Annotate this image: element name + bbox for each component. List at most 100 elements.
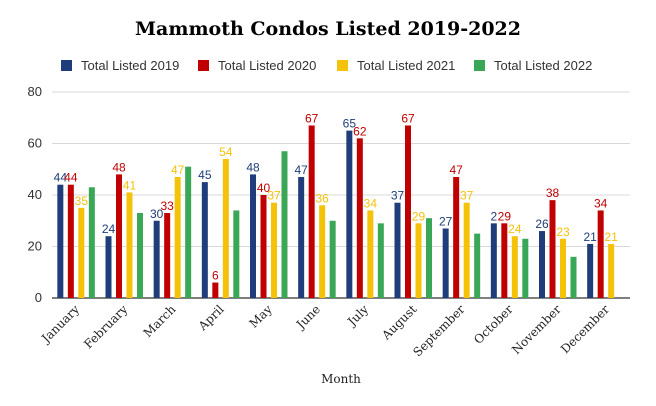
x-tick-label: August: [379, 302, 420, 343]
data-label: 48: [246, 160, 260, 174]
data-label: 21: [583, 230, 597, 244]
x-tick-label: February: [81, 302, 130, 351]
data-label: 62: [353, 124, 367, 138]
x-tick-label: June: [292, 302, 323, 333]
bar-total-listed-2019: [201, 182, 208, 298]
data-label: 24: [508, 222, 522, 236]
bar-total-listed-2021: [78, 207, 85, 298]
data-label: 45: [198, 168, 212, 182]
legend-swatch: [61, 59, 72, 71]
data-label: 35: [75, 194, 89, 208]
data-label: 29: [498, 209, 512, 223]
bar-total-listed-2022: [426, 218, 432, 298]
bar-total-listed-2020: [212, 282, 219, 298]
legend-item: Total Listed 2021: [337, 56, 455, 74]
data-label: 6: [212, 269, 219, 283]
bar-total-listed-2019: [442, 228, 449, 298]
data-label: 47: [171, 163, 185, 177]
bar-total-listed-2022: [88, 187, 95, 298]
data-label: 38: [546, 186, 560, 200]
bar-total-listed-2021: [319, 205, 326, 298]
data-label: 27: [439, 214, 453, 228]
x-tick-label: April: [195, 302, 227, 334]
x-tick-label: May: [246, 302, 275, 331]
x-tick-label: November: [509, 302, 564, 357]
bar-total-listed-2021: [463, 202, 470, 298]
bar-total-listed-2020: [405, 125, 411, 298]
bar-total-listed-2019: [490, 223, 497, 298]
bar-total-listed-2020: [356, 138, 363, 298]
bar-total-listed-2019: [250, 174, 256, 298]
bar-total-listed-2020: [453, 176, 460, 298]
bar-total-listed-2022: [570, 256, 577, 298]
x-tick-label: January: [38, 302, 83, 347]
bar-total-listed-2020: [308, 125, 315, 298]
bar-total-listed-2020: [164, 213, 171, 298]
data-label: 67: [401, 111, 415, 125]
bar-total-listed-2022: [377, 223, 384, 298]
bar-total-listed-2019: [394, 202, 401, 298]
bar-total-listed-2021: [271, 202, 277, 298]
data-label: 34: [594, 196, 608, 210]
data-label: 67: [305, 111, 319, 125]
data-label: 24: [102, 222, 116, 236]
bar-total-listed-2022: [281, 151, 288, 298]
bar-total-listed-2020: [260, 195, 267, 298]
x-tick-label: October: [471, 302, 516, 347]
legend-item: Total Listed 2020: [198, 56, 316, 74]
bar-total-listed-2020: [116, 174, 122, 298]
bar-total-listed-2021: [126, 192, 133, 298]
bar-total-listed-2021: [608, 243, 615, 298]
legend-label: Total Listed 2019: [81, 57, 180, 73]
data-label: 54: [219, 145, 233, 159]
data-label: 23: [556, 225, 570, 239]
x-axis-label: Month: [321, 372, 361, 386]
bar-total-listed-2021: [174, 176, 181, 298]
bar-total-listed-2019: [346, 130, 353, 298]
bar-total-listed-2022: [474, 233, 481, 298]
data-label: 2: [490, 209, 497, 223]
chart-legend: Total Listed 2019 Total Listed 2020 Total …: [0, 56, 656, 74]
legend-label: Total Listed 2022: [494, 57, 593, 73]
legend-swatch: [198, 59, 209, 71]
y-tick-label: 80: [28, 84, 42, 99]
bar-total-listed-2021: [222, 158, 229, 298]
x-tick-label: July: [344, 302, 372, 330]
data-label: 48: [112, 160, 126, 174]
legend-swatch: [337, 59, 348, 71]
data-label: 29: [412, 209, 426, 223]
legend-item: Total Listed 2022: [474, 56, 592, 74]
bar-total-listed-2019: [105, 236, 112, 298]
bar-total-listed-2019: [57, 184, 64, 298]
bar-total-listed-2019: [587, 243, 594, 298]
data-label: 37: [391, 189, 405, 203]
bar-total-listed-2021: [511, 236, 518, 298]
data-label: 44: [64, 171, 78, 185]
data-label: 47: [294, 163, 308, 177]
legend-item: Total Listed 2019: [61, 56, 179, 74]
bar-total-listed-2022: [137, 213, 143, 298]
bar-total-listed-2020: [67, 184, 74, 298]
data-label: 37: [460, 189, 474, 203]
data-label: 33: [160, 199, 174, 213]
bar-total-listed-2021: [367, 210, 374, 298]
y-tick-label: 20: [28, 239, 42, 254]
bar-total-listed-2022: [329, 220, 336, 298]
bar-total-listed-2021: [415, 223, 422, 298]
bar-total-listed-2020: [597, 210, 604, 298]
data-label: 40: [257, 181, 271, 195]
bar-total-listed-2022: [233, 210, 240, 298]
bar-total-listed-2021: [560, 238, 566, 298]
x-tick-label: December: [558, 302, 612, 356]
data-label: 44: [54, 171, 68, 185]
legend-label: Total Listed 2020: [218, 57, 317, 73]
bar-total-listed-2020: [501, 223, 508, 298]
data-label: 37: [267, 189, 281, 203]
bar-total-listed-2019: [539, 231, 545, 298]
data-label: 41: [123, 178, 137, 192]
bar-total-listed-2020: [549, 200, 556, 298]
data-label: 34: [364, 196, 378, 210]
data-label: 65: [343, 117, 357, 131]
